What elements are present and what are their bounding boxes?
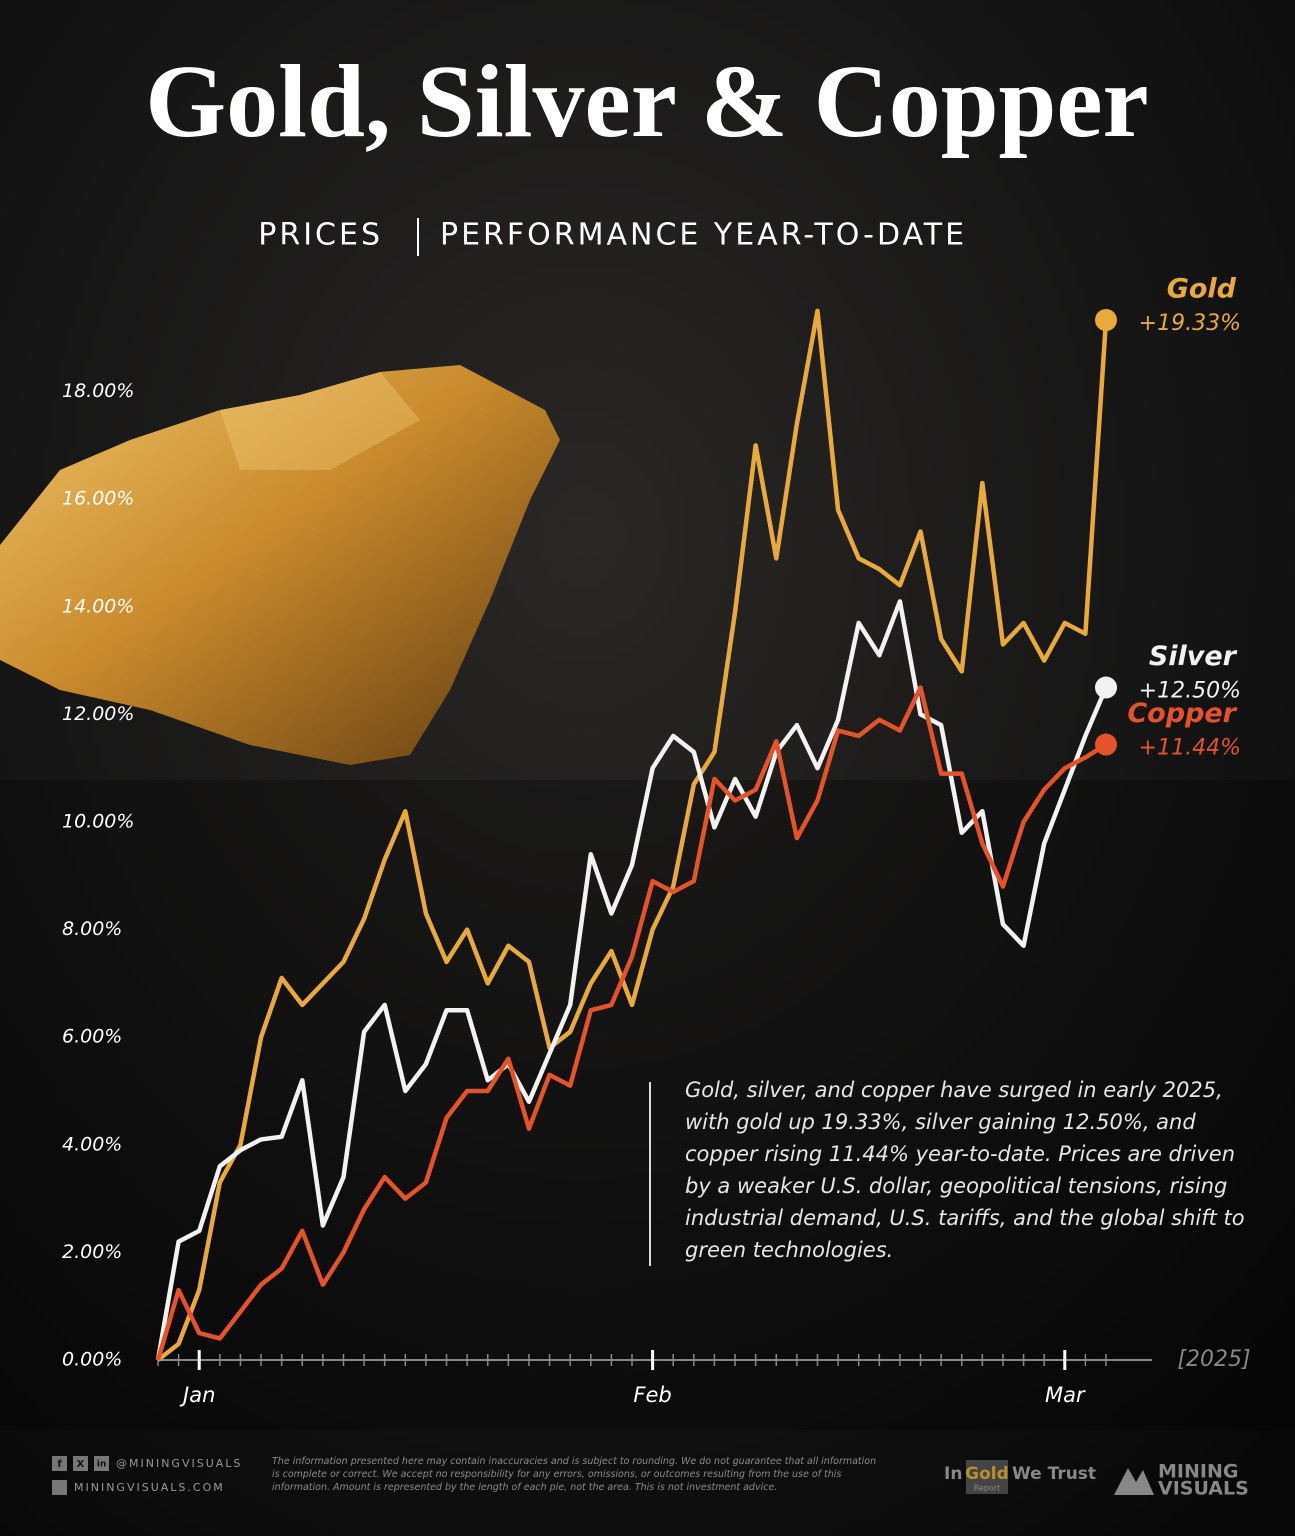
handle: @MININGVISUALS (116, 1457, 242, 1470)
social-icon (94, 1456, 109, 1471)
website: MININGVISUALS.COM (74, 1481, 225, 1494)
partner-logo: In (944, 1464, 962, 1484)
end-point (1095, 676, 1117, 699)
nugget-highlight (220, 372, 420, 470)
series-line (155, 685, 1108, 1361)
y-tick-label: 0.00% (62, 1349, 122, 1371)
y-tick-label: 12.00% (62, 703, 134, 725)
subtitle: PERFORMANCE YEAR-TO-DATE (440, 218, 967, 253)
x-tick-label: Jan (179, 1383, 215, 1407)
series-line (156, 308, 1109, 1362)
y-tick-label: 16.00% (62, 488, 134, 510)
social-icon-label: f (57, 1459, 62, 1470)
x-tick-label: Mar (1045, 1383, 1086, 1407)
social-icon (73, 1456, 88, 1471)
web-icon (52, 1480, 67, 1495)
footer: f X in @MININGVISUALS MININGVISUALS.COM … (52, 1456, 1249, 1500)
y-tick-label: 2.00% (62, 1241, 122, 1263)
y-tick-label: 8.00% (62, 918, 122, 940)
legend-label: Copper (1127, 698, 1237, 729)
partner-logo: We Trust (1012, 1464, 1096, 1484)
brand: VISUALS (1158, 1478, 1249, 1500)
value-label: +19.33% (1139, 311, 1241, 336)
y-tick-label: 4.00% (62, 1133, 122, 1155)
brand-mark (1114, 1468, 1154, 1495)
x-axis-note: [2025] (1177, 1347, 1250, 1372)
value-label: +11.44% (1139, 736, 1241, 761)
subtitle: PRICES (258, 218, 383, 253)
partner-logo: Gold (965, 1464, 1009, 1484)
y-tick-label: 14.00% (62, 595, 134, 617)
social-icon (52, 1456, 67, 1471)
title: Gold, Silver & Copper (145, 44, 1148, 159)
end-point (1095, 309, 1117, 332)
value-label: +12.50% (1139, 679, 1241, 704)
legend-label: Silver (1149, 641, 1238, 672)
y-tick-label: 6.00% (62, 1026, 122, 1048)
gold-nugget (0, 365, 560, 765)
end-point (1095, 733, 1117, 756)
social-icon-label: in (97, 1460, 107, 1470)
ground (0, 780, 1295, 1430)
legend-label: Gold (1167, 274, 1237, 305)
social-icon-label: X (77, 1459, 85, 1470)
y-tick-label: 18.00% (62, 380, 134, 402)
brand: MINING (1158, 1461, 1238, 1483)
series-line (155, 599, 1109, 1361)
annotation: Gold, silver, and copper have surged in … (685, 1078, 1245, 1262)
partner-box (966, 1460, 1008, 1494)
partner-logo: Report (974, 1484, 1001, 1493)
disclaimer: The information presented here may conta… (272, 1456, 877, 1493)
x-tick-label: Feb (633, 1383, 671, 1407)
y-tick-label: 10.00% (62, 811, 134, 833)
